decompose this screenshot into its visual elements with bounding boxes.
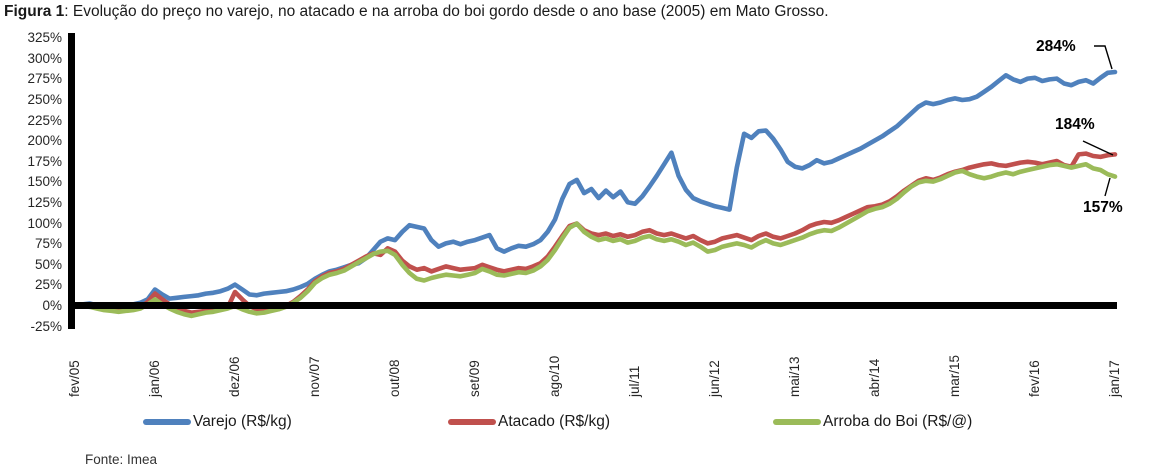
x-axis-tick-label: fev/16 bbox=[1027, 360, 1042, 397]
figure-title-text: : Evolução do preço no varejo, no atacad… bbox=[64, 3, 829, 20]
figure-title: Figura 1: Evolução do preço no varejo, n… bbox=[4, 3, 829, 21]
series-line-2 bbox=[72, 162, 1118, 319]
legend-label-atacado: Atacado (R$/kg) bbox=[498, 413, 610, 430]
legend-label-varejo: Varejo (R$/kg) bbox=[193, 413, 292, 430]
y-axis-tick-label: 100% bbox=[27, 216, 62, 231]
y-axis-tick-label: 225% bbox=[27, 113, 62, 128]
x-axis-tick-label: jun/12 bbox=[707, 360, 722, 397]
x-axis-tick-label: mai/13 bbox=[787, 356, 802, 397]
x-axis-tick-label: mar/15 bbox=[947, 354, 962, 397]
annotation-leader-line-2 bbox=[1104, 177, 1111, 197]
legend-item-arroba: Arroba do Boi (R$/@) bbox=[773, 407, 972, 437]
annotation-varejo-end-value: 284% bbox=[1036, 38, 1076, 55]
y-axis-tick-label: -25% bbox=[30, 319, 62, 334]
legend-item-atacado: Atacado (R$/kg) bbox=[448, 407, 610, 437]
legend-label-arroba: Arroba do Boi (R$/@) bbox=[823, 413, 973, 430]
y-axis-tick-label: 275% bbox=[27, 71, 62, 86]
x-axis-line bbox=[68, 302, 1117, 309]
x-axis-tick-label: set/09 bbox=[467, 360, 482, 397]
x-axis-tick-label: fev/05 bbox=[67, 360, 82, 397]
y-axis-tick-label: 325% bbox=[27, 30, 62, 45]
y-axis-tick-label: 250% bbox=[27, 92, 62, 107]
annotation-arroba-end-value: 157% bbox=[1083, 199, 1123, 216]
x-axis-tick-label: abr/14 bbox=[867, 358, 882, 397]
series-line-0 bbox=[72, 69, 1118, 310]
annotation-leader-line-0 bbox=[1094, 45, 1113, 70]
y-axis-tick-label: 75% bbox=[34, 236, 62, 251]
arroba-line-swatch-icon bbox=[773, 419, 821, 425]
y-axis-tick-label: 25% bbox=[34, 277, 62, 292]
x-axis-tick-label: out/08 bbox=[387, 359, 402, 397]
y-axis-tick-label: 150% bbox=[27, 174, 62, 189]
x-axis-tick-label: ago/10 bbox=[547, 355, 562, 397]
y-axis-tick-label: 175% bbox=[27, 154, 62, 169]
x-axis-tick-label: jan/06 bbox=[147, 360, 162, 397]
x-axis-tick-label: jul/11 bbox=[627, 365, 642, 397]
x-axis-tick-label: jan/17 bbox=[1107, 360, 1122, 397]
y-axis-tick-label: 50% bbox=[34, 257, 62, 272]
legend-item-varejo: Varejo (R$/kg) bbox=[143, 407, 292, 437]
x-axis-tick-label: nov/07 bbox=[307, 356, 322, 397]
atacado-line-swatch-icon bbox=[448, 419, 496, 425]
y-axis-tick-label: 125% bbox=[27, 195, 62, 210]
legend: Varejo (R$/kg) Atacado (R$/kg) Arroba do… bbox=[0, 407, 1150, 443]
source-note: Fonte: Imea bbox=[85, 452, 158, 467]
annotation-leader-line-1 bbox=[1082, 140, 1114, 156]
annotation-atacado-end-value: 184% bbox=[1055, 116, 1095, 133]
y-axis-line bbox=[68, 33, 75, 329]
y-axis-tick-label: 0% bbox=[42, 298, 62, 313]
x-axis-tick-label: dez/06 bbox=[227, 356, 242, 397]
y-axis-tick-label: 200% bbox=[27, 133, 62, 148]
varejo-line-swatch-icon bbox=[143, 419, 191, 425]
y-axis-tick-label: 300% bbox=[27, 51, 62, 66]
figure-title-prefix: Figura 1 bbox=[4, 3, 65, 20]
